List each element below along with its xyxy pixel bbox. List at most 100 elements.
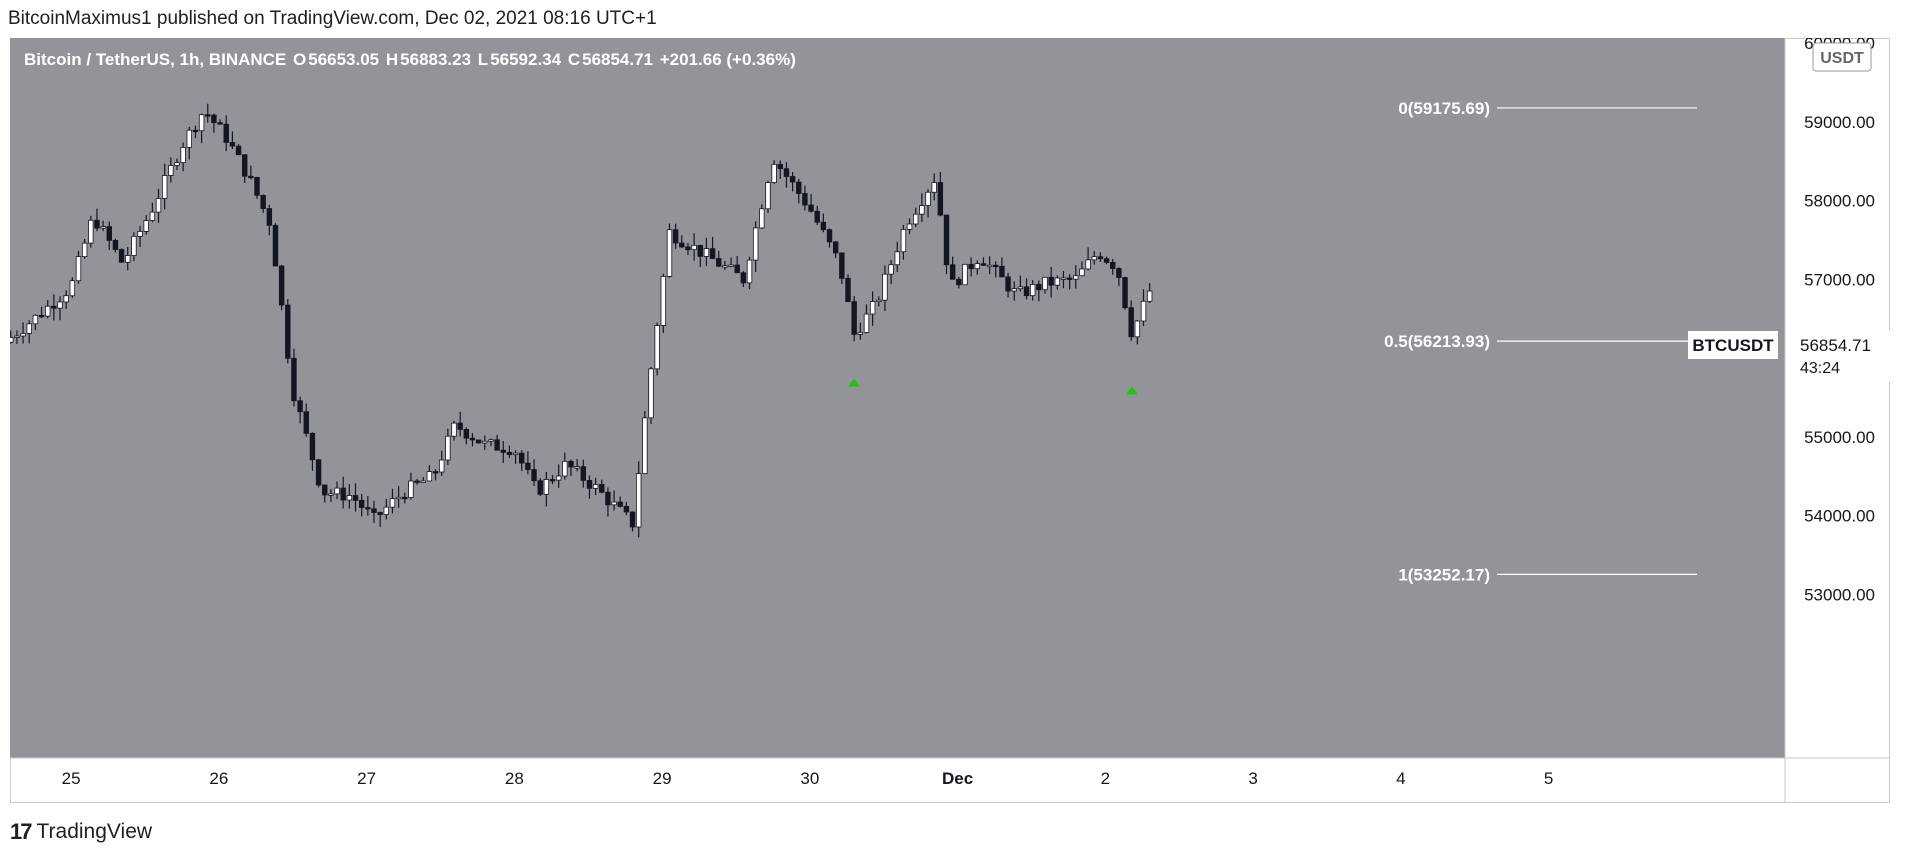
candle-body <box>1017 286 1024 290</box>
candle-body <box>913 213 919 225</box>
candle-body <box>260 194 266 209</box>
symbol-title[interactable]: Bitcoin / TetherUS, 1h, BINANCE <box>24 50 287 69</box>
candle-body <box>389 498 396 508</box>
candle-body <box>432 471 439 474</box>
time-tick: 29 <box>653 769 672 788</box>
candle-body <box>426 471 433 482</box>
candle-body <box>925 191 931 206</box>
symbol-tag-label: BTCUSDT <box>1692 336 1774 355</box>
time-tick: 5 <box>1544 769 1553 788</box>
candle-body <box>691 244 697 251</box>
candle-body <box>229 141 236 147</box>
candle-body <box>611 501 617 506</box>
candle-body <box>519 452 525 464</box>
candle-body <box>783 168 790 177</box>
tradingview-logo-icon: 17 <box>10 819 33 844</box>
candle-body <box>248 175 254 179</box>
candle-body <box>574 466 580 469</box>
candle-body <box>845 277 851 303</box>
price-chart[interactable]: 0(59175.69)0.5(56213.93)1(53252.17) 6000… <box>10 38 1890 803</box>
candle-body <box>414 480 420 483</box>
ohlc-legend: Bitcoin / TetherUS, 1h, BINANCE O 56653.0… <box>24 50 798 70</box>
candle-body <box>125 255 131 263</box>
candle-body <box>457 422 463 430</box>
symbol-tag: BTCUSDT <box>1688 331 1778 359</box>
candle-body <box>703 248 710 257</box>
candle-body <box>161 175 168 199</box>
open-label: O <box>293 50 307 69</box>
candle-body <box>623 506 630 513</box>
tradingview-footer[interactable]: 17 TradingView <box>10 818 152 846</box>
candle-body <box>986 264 993 268</box>
candle-body <box>1036 283 1042 291</box>
candle-body <box>365 507 371 510</box>
low-label: L <box>477 50 489 69</box>
candle-body <box>802 193 808 206</box>
candle-body <box>894 251 900 266</box>
candle-body <box>586 480 593 489</box>
candle-countdown: 43:24 <box>1800 360 1840 377</box>
candle-body <box>956 278 962 286</box>
candle-body <box>254 177 260 196</box>
candle-body <box>592 484 599 489</box>
candle-body <box>20 333 26 337</box>
candle-body <box>543 479 550 495</box>
candle-body <box>438 459 445 473</box>
candle-body <box>322 484 328 496</box>
candle-body <box>494 439 500 451</box>
candle-body <box>463 428 470 439</box>
candle-body <box>906 223 913 230</box>
candle-body <box>112 239 119 250</box>
current-price-tag: 56854.71 43:24 <box>1786 330 1890 382</box>
candle-body <box>685 246 691 251</box>
candle-body <box>383 506 390 515</box>
candle-body <box>137 231 143 237</box>
candle-body <box>1079 268 1085 277</box>
candle-body <box>143 220 149 232</box>
candle-body <box>10 337 14 343</box>
up-arrow-marker <box>1125 386 1138 395</box>
candle-body <box>235 145 242 156</box>
candle-body <box>740 272 747 284</box>
candle-body <box>402 496 408 500</box>
candle-body <box>278 265 285 306</box>
candle-body <box>506 451 513 455</box>
candle-body <box>759 208 765 229</box>
candle-body <box>346 495 353 501</box>
candle-body <box>900 229 907 253</box>
unit-badge[interactable]: USDT <box>1812 42 1872 72</box>
candle-body <box>118 249 125 263</box>
candle-body <box>192 129 199 133</box>
candle-body <box>839 252 845 279</box>
candle-body <box>291 357 297 402</box>
candle-body <box>14 335 20 338</box>
candle-body <box>888 264 894 275</box>
publish-header: BitcoinMaximus1 published on TradingView… <box>8 8 657 29</box>
candle-body <box>451 422 457 437</box>
candle-body <box>217 122 223 125</box>
candle-body <box>500 449 506 453</box>
candle-body <box>635 473 642 528</box>
high-value: 56883.23 <box>400 50 472 69</box>
candle-body <box>371 508 377 513</box>
candle-body <box>796 181 802 194</box>
candle-body <box>937 182 944 216</box>
candle-body <box>1146 290 1153 302</box>
brand-name: TradingView <box>36 820 153 843</box>
candle-body <box>617 501 623 507</box>
candle-body <box>568 460 574 468</box>
time-tick: 28 <box>505 769 524 788</box>
candle-body <box>765 182 771 210</box>
price-axis: 60000.0059000.0058000.0057000.0056000.00… <box>1804 38 1875 604</box>
candle-body <box>94 219 100 229</box>
candle-body <box>666 229 673 277</box>
candle-body <box>81 242 88 258</box>
candle-body <box>1134 320 1141 338</box>
candle-body <box>999 265 1005 278</box>
candle-body <box>974 263 980 270</box>
candle-body <box>789 176 796 183</box>
candle-body <box>75 256 82 282</box>
candle-body <box>1054 277 1061 286</box>
candle-body <box>771 163 777 183</box>
candle-body <box>876 299 882 303</box>
